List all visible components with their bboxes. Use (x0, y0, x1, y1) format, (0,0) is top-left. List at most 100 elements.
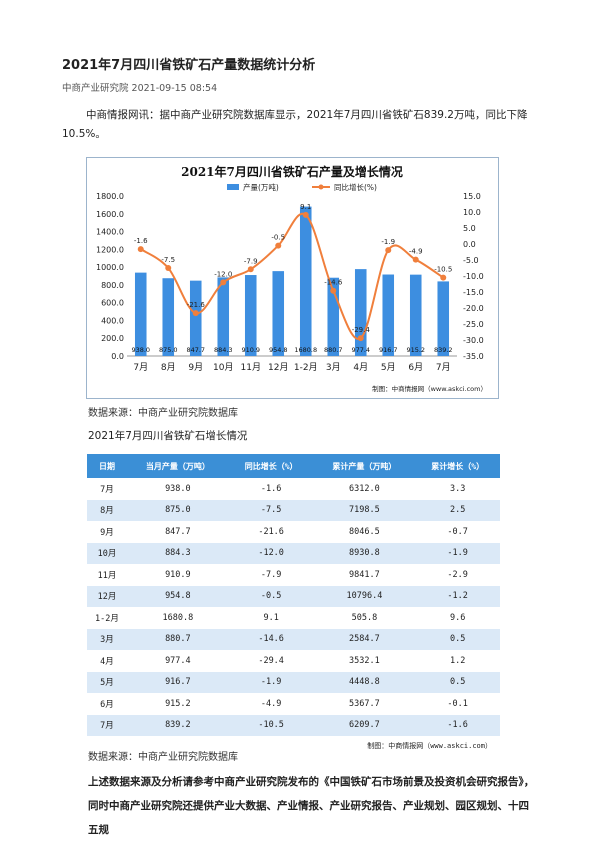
y-left-tick: 1600.0 (96, 210, 124, 219)
table-cell: 10796.4 (313, 585, 416, 607)
table-cell: 10月 (87, 542, 127, 564)
x-tick-label: 3月 (326, 362, 341, 373)
y-right-tick: -10.0 (463, 272, 484, 281)
table-row: 8月 875.0 -7.5 7198.5 2.5 (87, 499, 500, 521)
table-cell: -0.7 (447, 526, 468, 537)
y-left-tick: 1400.0 (96, 228, 124, 237)
chart-credit: 制图：中商情报网（www.askci.com） (372, 384, 487, 393)
growth-label: -29.4 (352, 326, 371, 334)
bar-value-label: 954.8 (269, 346, 288, 354)
closing-paragraph: 上述数据来源及分析请参考中商产业研究院发布的《中国铁矿石市场前景及投资机会研究报… (88, 776, 535, 836)
bar-value-label: 910.9 (241, 346, 260, 354)
table-cell: 2584.7 (313, 628, 416, 650)
x-tick-label: 7月 (436, 362, 451, 373)
y-right-tick: -20.0 (463, 304, 484, 313)
bar (327, 277, 340, 356)
x-tick-label: 12月 (268, 362, 288, 373)
growth-point (357, 335, 364, 342)
legend-bar-swatch (227, 184, 239, 190)
table-caption: 2021年7月四川省铁矿石增长情况 (88, 430, 248, 442)
table-header-4: 累计增长（%） (415, 454, 500, 478)
growth-point (192, 310, 199, 317)
growth-point (440, 274, 447, 281)
y-left-tick: 1800.0 (96, 192, 124, 201)
table-row: 6月 915.2 -4.9 5367.7 -0.1 (87, 693, 500, 715)
intro-paragraph: 中商情报网讯：据中商产业研究院数据库显示，2021年7月四川省铁矿石839.2万… (62, 109, 528, 140)
table-cell: -1.2 (415, 585, 500, 607)
table-row: 7月 938.0 -1.6 6312.0 3.3 (87, 478, 500, 500)
table-cell: -4.9 (260, 698, 282, 709)
chart-title: 2021年7月四川省铁矿石产量及增长情况 (181, 164, 403, 179)
table-cell: -7.9 (260, 569, 282, 580)
y-right-tick: 10.0 (463, 208, 481, 217)
table-cell: 6312.0 (349, 483, 380, 494)
y-right-tick: -30.0 (463, 336, 484, 345)
table-cell: -7.5 (228, 499, 314, 521)
y-right-tick: -35.0 (463, 352, 484, 361)
growth-label: -10.5 (434, 266, 452, 274)
production-chart: 2021年7月四川省铁矿石产量及增长情况 产量(万吨) 同比增长(%) 0.0 200.… (86, 157, 499, 399)
table-row: 10月 884.3 -12.0 8930.8 -1.9 (87, 542, 500, 564)
table-cell: -2.9 (447, 569, 468, 580)
bar-value-label: 880.7 (324, 346, 343, 354)
table-cell: 4448.8 (313, 671, 416, 693)
table-cell: 847.7 (165, 526, 191, 537)
y-left-tick: 200.0 (101, 334, 124, 343)
table-cell: 8930.8 (313, 542, 416, 564)
table-cell: -14.6 (228, 628, 314, 650)
growth-point (330, 287, 337, 294)
x-tick-label: 6月 (408, 362, 423, 373)
bar-value-label: 977.4 (351, 346, 370, 354)
table-cell: 880.7 (126, 628, 229, 650)
table-cell: 7月 (87, 714, 127, 736)
table-cell: 8046.5 (349, 526, 380, 537)
table-cell: 8月 (87, 499, 127, 521)
table-cell: 9.1 (263, 612, 279, 623)
table-cell: 4月 (100, 656, 114, 667)
growth-label: -4.9 (409, 248, 423, 256)
article-title: 2021年7月四川省铁矿石产量数据统计分析 (62, 58, 316, 73)
table-row: 4月 977.4 -29.4 3532.1 1.2 (87, 650, 500, 672)
bar (134, 272, 147, 356)
growth-label: -1.9 (381, 238, 395, 246)
table-header-3: 累计产量（万吨） (313, 454, 416, 478)
bar (244, 275, 257, 356)
x-tick-label: 9月 (188, 362, 203, 373)
table-cell: -10.5 (228, 714, 314, 736)
table-row: 1-2月 1680.8 9.1 505.8 9.6 (87, 607, 500, 629)
legend-bar-label: 产量(万吨) (243, 182, 279, 192)
y-left-tick: 0.0 (111, 352, 124, 361)
table-cell: 2.5 (415, 499, 500, 521)
y-right-tick: 5.0 (463, 224, 476, 233)
table-source: 数据来源：中商产业研究院数据库 (88, 752, 238, 763)
bar (437, 281, 450, 356)
bar-value-label: 847.7 (186, 346, 205, 354)
table-cell: -1.9 (415, 542, 500, 564)
x-tick-label: 8月 (161, 362, 176, 373)
y-left-tick: 1000.0 (96, 263, 124, 272)
table-cell: -29.4 (258, 655, 284, 666)
table-cell: 9.6 (449, 612, 466, 623)
table-header-1: 当月产量（万吨） (126, 454, 229, 478)
table-cell: -21.6 (258, 526, 284, 537)
growth-label: -21.6 (187, 301, 206, 309)
growth-point (137, 246, 144, 253)
growth-label: -0.5 (271, 234, 285, 242)
growth-label: -12.0 (214, 270, 232, 278)
table-cell: 6209.7 (313, 714, 416, 736)
table-cell: -1.6 (260, 483, 282, 494)
bar (272, 271, 285, 356)
table-cell: 1-2月 (95, 613, 119, 624)
article-meta: 中商产业研究院 2021-09-15 08:54 (62, 83, 218, 94)
table-cell: 884.3 (126, 542, 229, 564)
table-cell: 6月 (100, 699, 114, 710)
y-right-tick: 15.0 (463, 192, 481, 201)
table-credit: 制图：中商情报网（www.askci.com） (87, 736, 500, 756)
y-left-tick: 400.0 (101, 316, 124, 325)
table-cell: 938.0 (165, 483, 191, 494)
table-cell: 9月 (100, 527, 114, 538)
x-tick-label: 10月 (213, 362, 233, 373)
chart-source: 数据来源：中商产业研究院数据库 (88, 408, 238, 419)
table-cell: 3532.1 (349, 655, 380, 666)
growth-label: 9.1 (300, 203, 311, 211)
